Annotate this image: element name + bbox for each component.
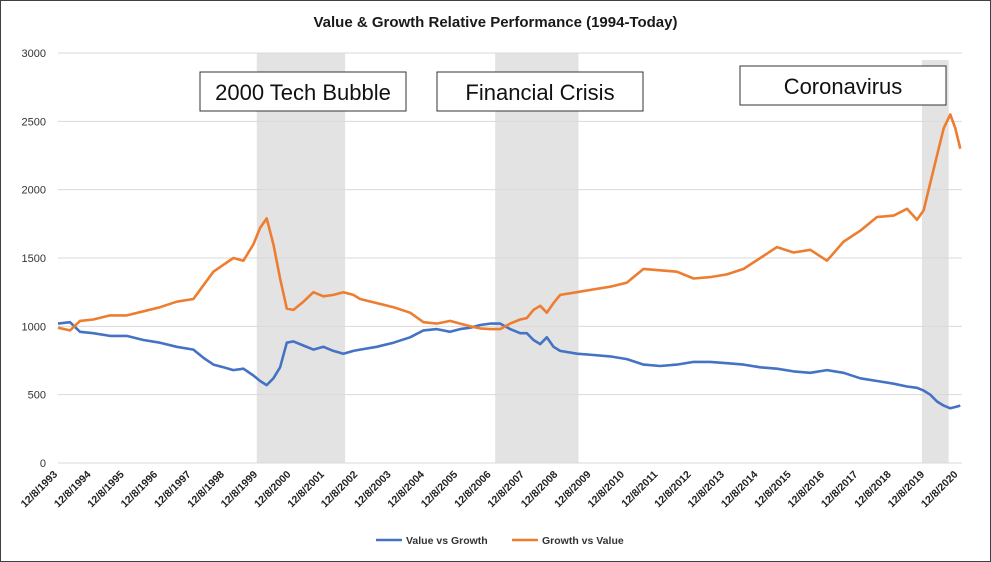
annotation-box	[739, 65, 947, 106]
shaded-period	[921, 60, 949, 463]
x-tick-label: 12/8/2020	[919, 469, 961, 511]
series-line	[57, 320, 961, 410]
y-tick-label: 0	[40, 458, 46, 470]
y-tick-label: 2000	[22, 185, 46, 197]
gridlines	[58, 52, 962, 464]
chart-title: Value & Growth Relative Performance (199…	[313, 14, 678, 31]
annotation-label: Financial Crisis	[465, 80, 614, 105]
axes: 05001000150020002500300012/8/199312/8/19…	[19, 48, 961, 510]
series-line	[57, 113, 962, 332]
annotation-label: 2000 Tech Bubble	[215, 80, 391, 105]
legend: Value vs Growth Growth vs Value	[376, 535, 624, 547]
y-tick-label: 1000	[22, 321, 46, 333]
annotation-box	[199, 71, 407, 112]
y-tick-label: 1500	[22, 253, 46, 265]
legend-label: Growth vs Value	[542, 535, 624, 547]
annotation-label: Coronavirus	[784, 74, 903, 99]
legend-label: Value vs Growth	[406, 535, 488, 547]
y-tick-label: 3000	[22, 48, 46, 60]
y-tick-label: 500	[28, 390, 46, 402]
annotation-box	[436, 71, 644, 112]
annotations: 2000 Tech Bubble Financial Crisis Coronavi…	[199, 65, 947, 112]
series-lines	[57, 113, 962, 410]
y-tick-label: 2500	[22, 116, 46, 128]
